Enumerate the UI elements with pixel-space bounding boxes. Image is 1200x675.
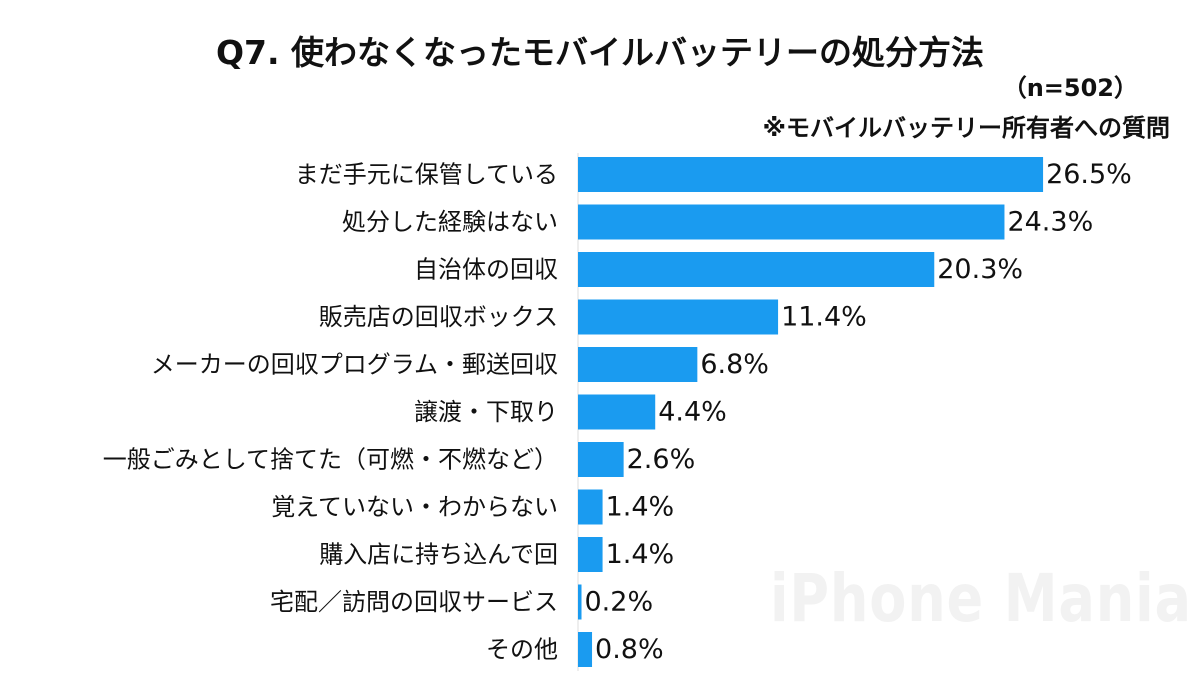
bar xyxy=(578,442,624,477)
bar xyxy=(578,584,582,620)
category-label: その他 xyxy=(486,636,558,664)
category-label: 宅配／訪問の回収サービス xyxy=(270,588,558,616)
bar xyxy=(578,394,656,430)
value-label: 0.2% xyxy=(585,587,654,618)
value-label: 20.3% xyxy=(937,254,1023,285)
category-label: 覚えていない・わからない xyxy=(271,493,558,521)
category-label: 処分した経験はない xyxy=(342,208,558,236)
value-label: 11.4% xyxy=(781,302,867,333)
bar xyxy=(578,347,698,382)
value-label: 0.8% xyxy=(595,634,664,665)
watermark-logo: iPhone Mania xyxy=(770,560,1192,637)
category-label: メーカーの回収プログラム・郵送回収 xyxy=(151,351,558,379)
value-label: 1.4% xyxy=(606,492,675,523)
bar xyxy=(578,252,935,287)
category-label: 一般ごみとして捨てた（可燃・不燃など） xyxy=(103,446,558,474)
category-label: 購入店に持ち込んで回 xyxy=(319,541,558,569)
value-label: 24.3% xyxy=(1007,207,1093,238)
value-label: 26.5% xyxy=(1046,159,1132,190)
respondent-note: ※モバイルバッテリー所有者への質問 xyxy=(762,114,1170,142)
bar xyxy=(578,537,603,572)
bar xyxy=(578,299,779,335)
value-label: 2.6% xyxy=(627,444,696,475)
category-label: 自治体の回収 xyxy=(414,256,558,284)
value-label: 6.8% xyxy=(700,349,769,380)
category-label: まだ手元に保管している xyxy=(295,161,558,189)
bar xyxy=(578,157,1044,192)
value-label: 4.4% xyxy=(658,397,727,428)
bar xyxy=(578,632,593,667)
category-label: 販売店の回収ボックス xyxy=(319,303,558,331)
value-label: 1.4% xyxy=(606,539,675,570)
bar xyxy=(578,489,603,525)
sample-size-note: （n=502） xyxy=(1002,74,1138,102)
bar xyxy=(578,204,1005,240)
chart-title: Q7. 使わなくなったモバイルバッテリーの処分方法 xyxy=(215,33,985,72)
category-label: 譲渡・下取り xyxy=(414,398,558,426)
